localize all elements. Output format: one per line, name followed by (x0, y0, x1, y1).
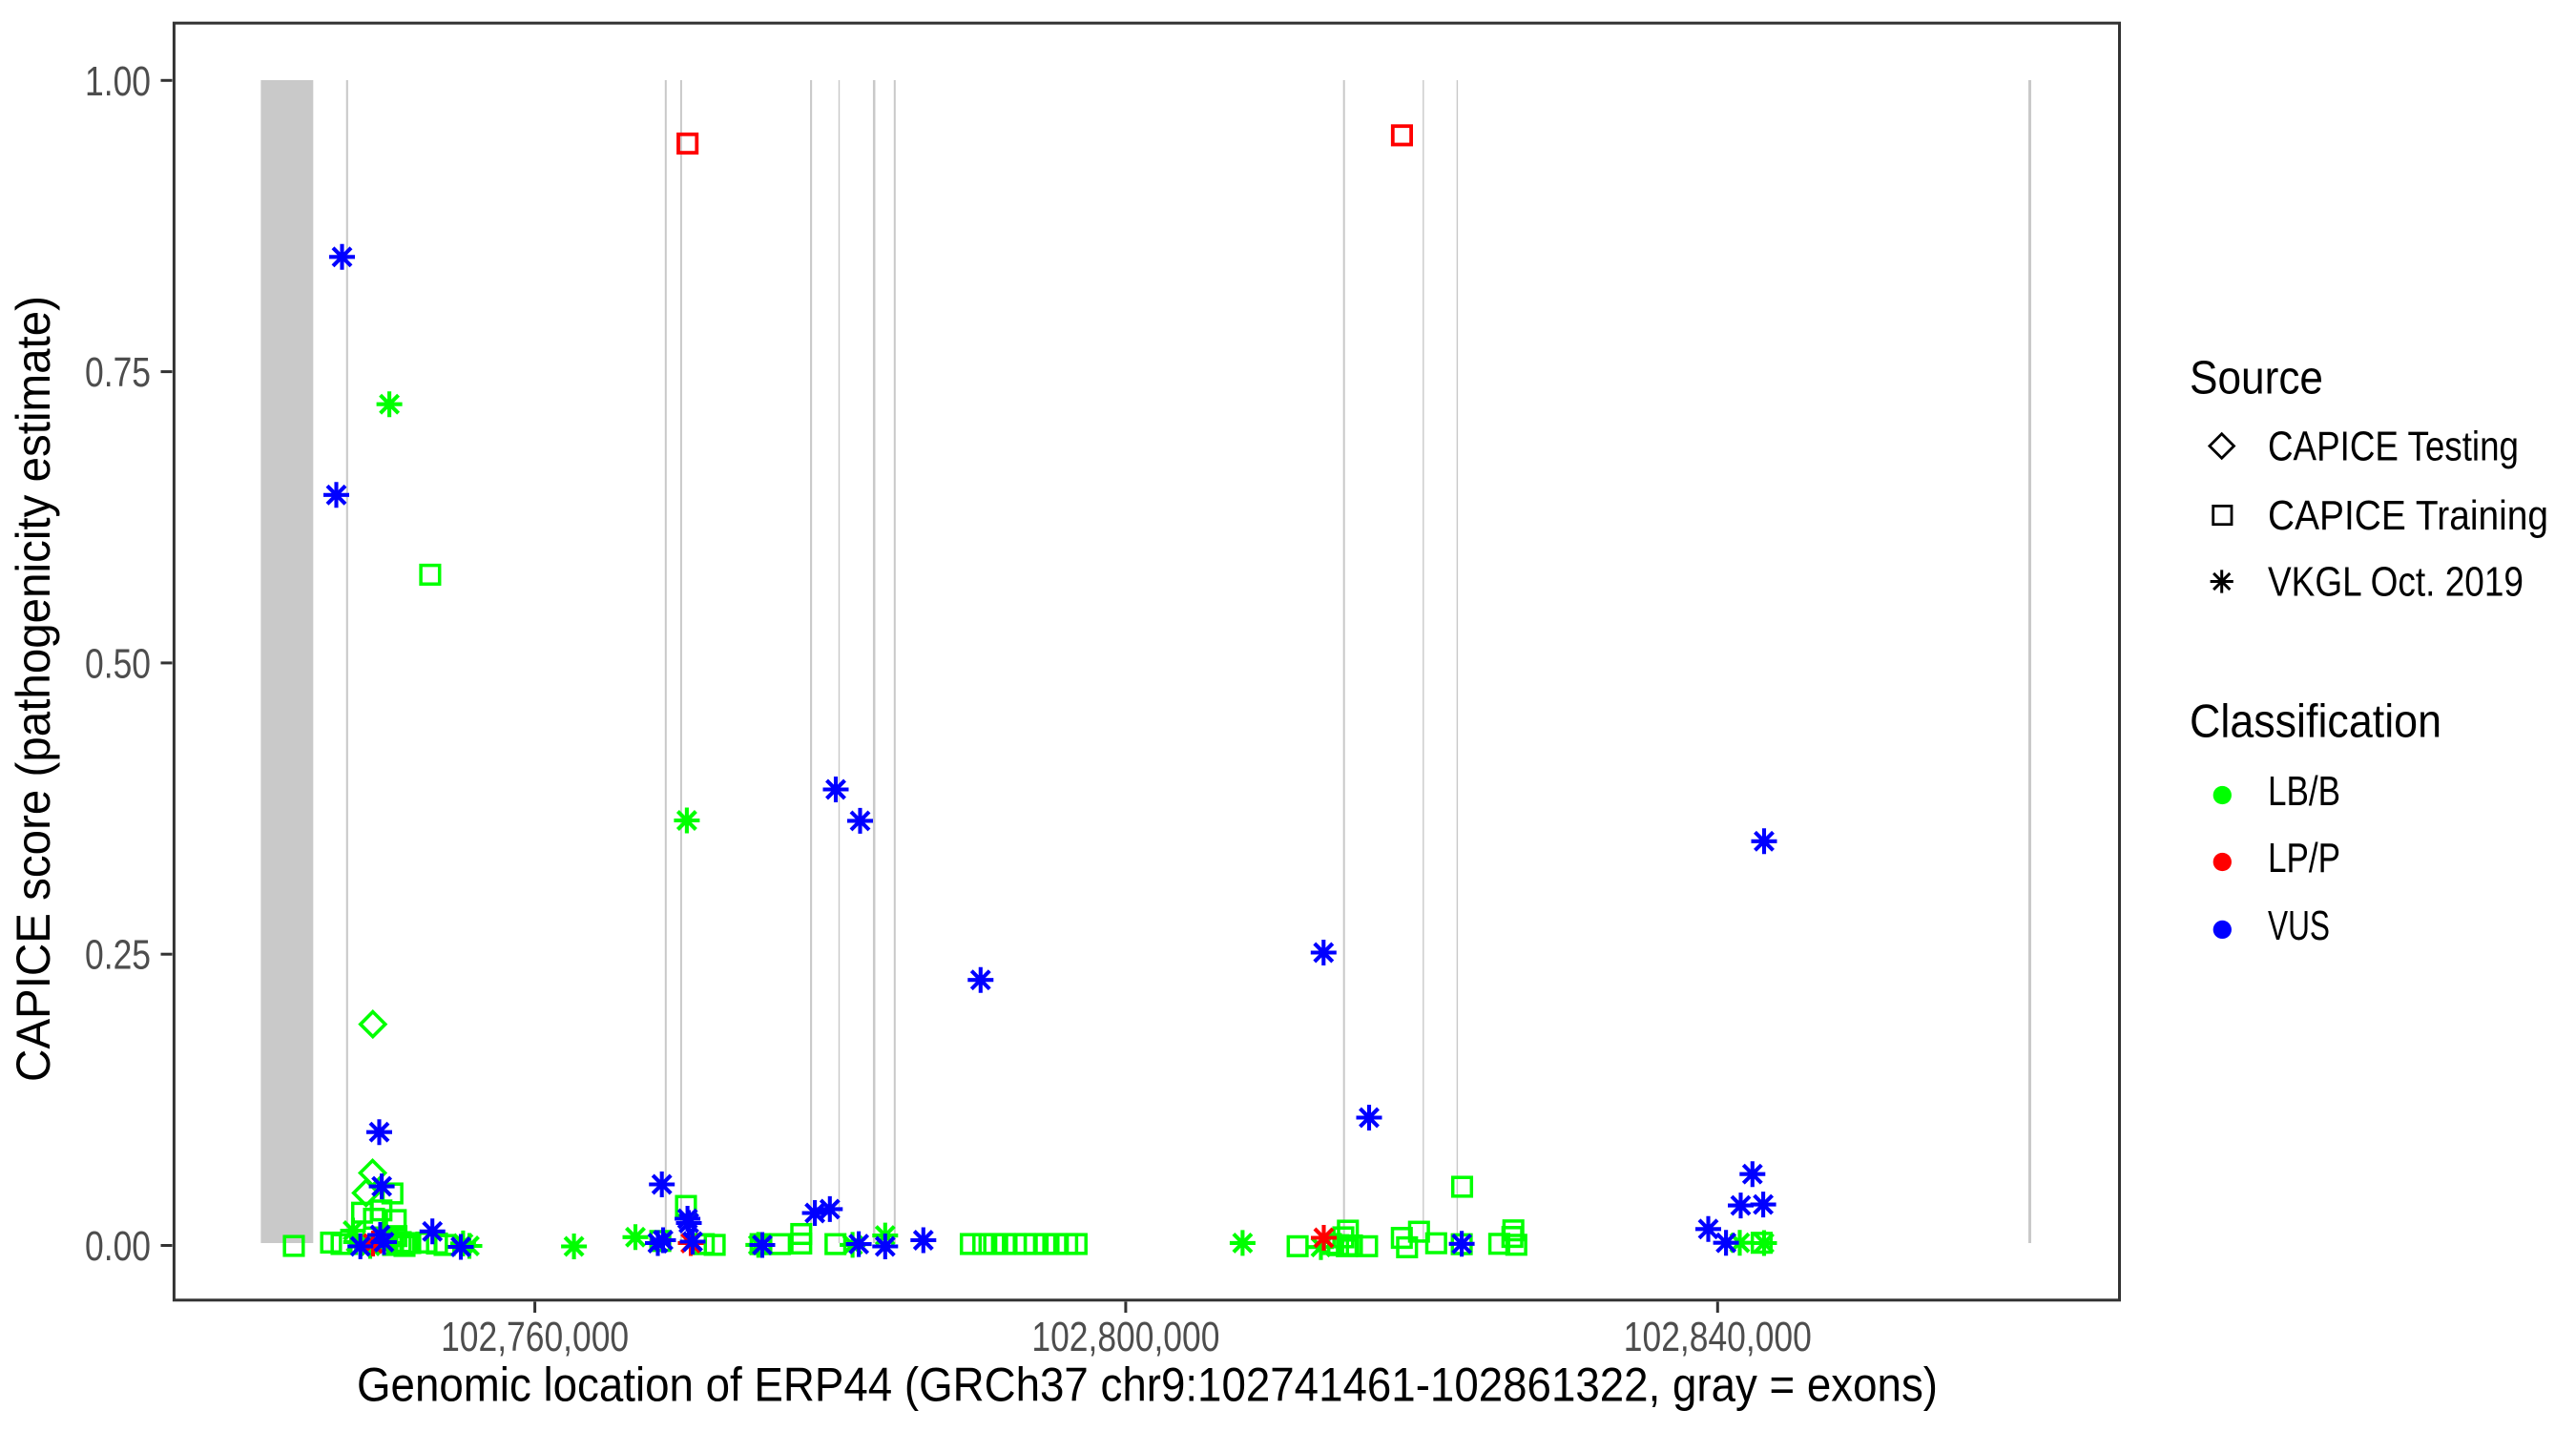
svg-text:0.25: 0.25 (85, 932, 151, 979)
svg-text:CAPICE Testing: CAPICE Testing (2268, 423, 2519, 469)
svg-text:VUS: VUS (2268, 902, 2330, 949)
svg-text:CAPICE Training: CAPICE Training (2268, 492, 2548, 539)
svg-text:LB/B: LB/B (2268, 768, 2340, 815)
svg-text:0.75: 0.75 (85, 349, 151, 396)
svg-text:0.50: 0.50 (85, 640, 151, 687)
svg-text:CAPICE score (pathogenicity es: CAPICE score (pathogenicity estimate) (7, 296, 60, 1082)
svg-text:102,760,000: 102,760,000 (441, 1314, 629, 1360)
svg-text:0.00: 0.00 (85, 1223, 151, 1270)
svg-text:1.00: 1.00 (85, 58, 151, 105)
svg-text:Classification: Classification (2190, 696, 2441, 748)
svg-text:102,800,000: 102,800,000 (1031, 1314, 1219, 1360)
svg-text:Source: Source (2190, 353, 2323, 404)
svg-text:Genomic location of ERP44 (GRC: Genomic location of ERP44 (GRCh37 chr9:1… (357, 1358, 1938, 1412)
svg-text:VKGL Oct. 2019: VKGL Oct. 2019 (2268, 559, 2524, 606)
svg-text:102,840,000: 102,840,000 (1624, 1314, 1812, 1360)
svg-text:LP/P: LP/P (2268, 835, 2340, 881)
